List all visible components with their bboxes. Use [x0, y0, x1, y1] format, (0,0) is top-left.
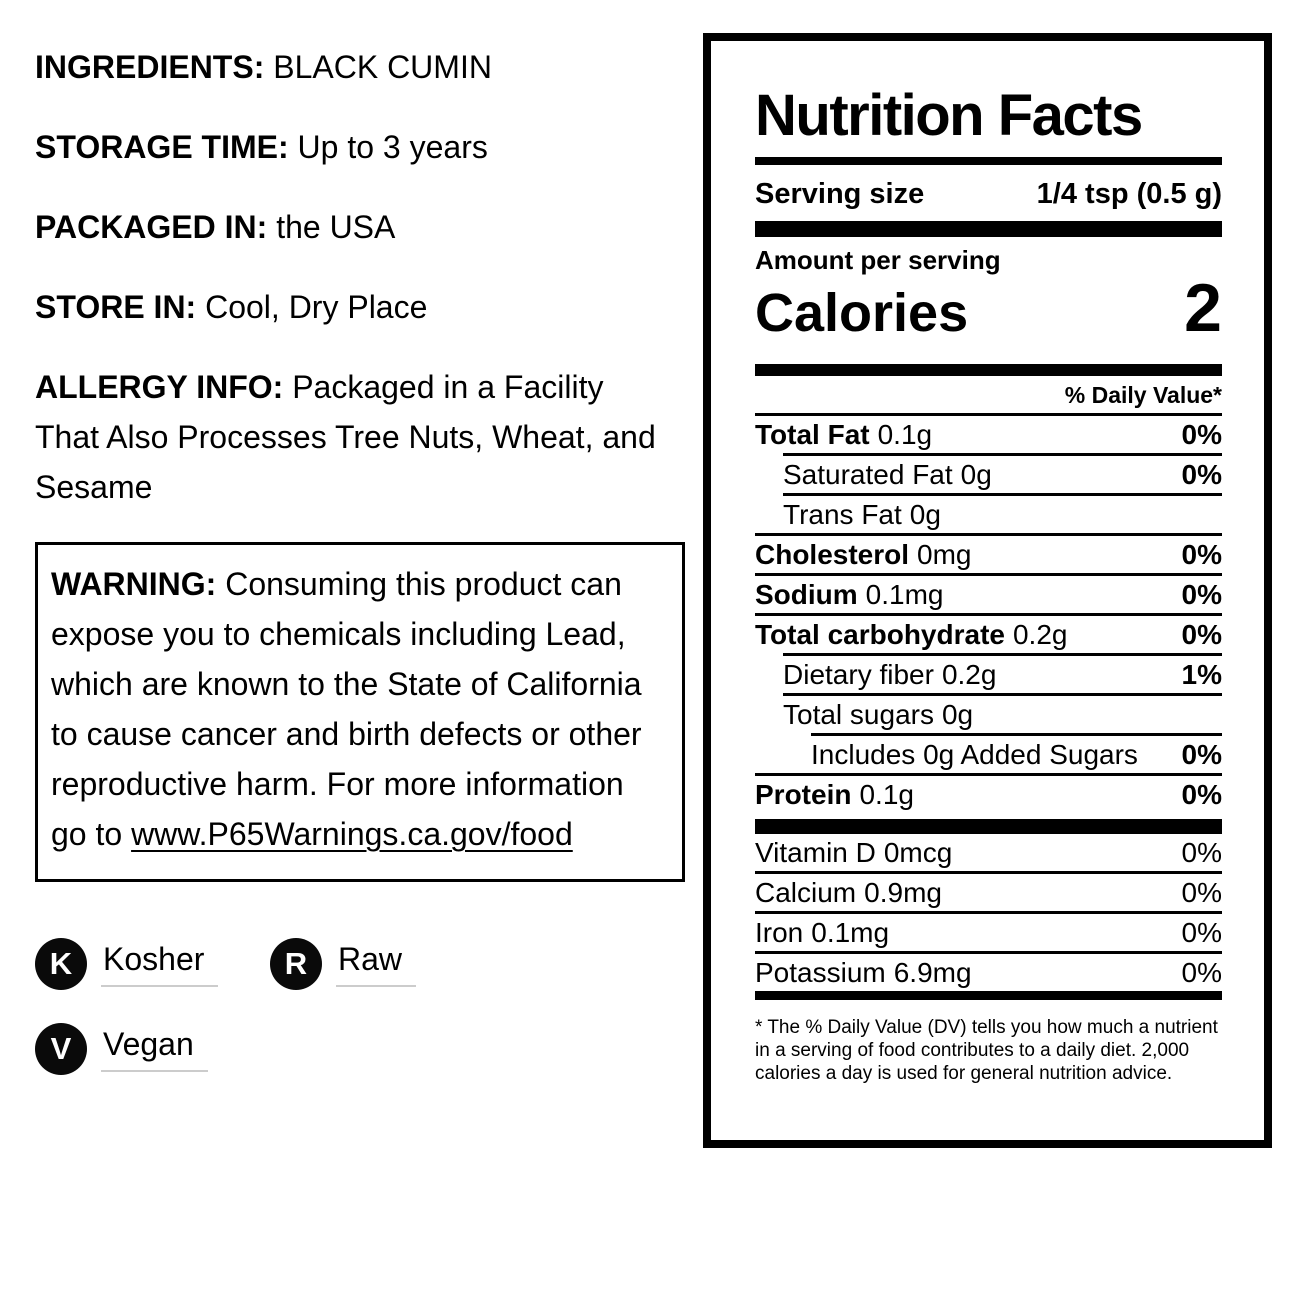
calories-divider [755, 364, 1222, 376]
warning-label: WARNING: [51, 566, 217, 602]
divider [755, 871, 1222, 874]
divider [755, 911, 1222, 914]
raw-label: Raw [336, 942, 417, 987]
ingredients-value: BLACK CUMIN [273, 49, 492, 85]
divider [755, 773, 1222, 776]
kosher-label: Kosher [101, 942, 219, 987]
divider [755, 413, 1222, 416]
prop65-warning-box: WARNING: Consuming this product can expo… [35, 542, 685, 882]
ingredients-label: INGREDIENTS: [35, 49, 265, 85]
divider [783, 493, 1222, 496]
row-sodium: Sodium 0.1mg 0% [755, 578, 1222, 610]
row-calcium: Calcium 0.9mg 0% [755, 876, 1222, 908]
packaged-in-line: PACKAGED IN: the USA [35, 202, 657, 252]
store-in-line: STORE IN: Cool, Dry Place [35, 282, 657, 332]
row-trans-fat: Trans Fat 0g [783, 498, 941, 530]
row-total-sugars: Total sugars 0g [783, 698, 974, 730]
row-total-fat: Total Fat 0.1g 0% [755, 418, 1222, 450]
nutrition-facts-panel: Nutrition Facts Serving size 1/4 tsp (0.… [703, 33, 1272, 1148]
divider [783, 453, 1222, 456]
serving-size-label: Serving size [755, 178, 925, 210]
serving-size-row: Serving size 1/4 tsp (0.5 g) [755, 177, 1222, 211]
p65-warning-link[interactable]: www.P65Warnings.ca.gov/food [131, 816, 573, 852]
row-protein: Protein 0.1g 0% [755, 778, 1222, 810]
row-potassium: Potassium 6.9mg 0% [755, 956, 1222, 988]
storage-time-label: STORAGE TIME: [35, 129, 289, 165]
calories-label: Calories [755, 283, 969, 343]
store-in-label: STORE IN: [35, 289, 197, 325]
title-divider [755, 157, 1222, 165]
row-added-sugars: Includes 0g Added Sugars 0% [811, 738, 1222, 770]
calories-row: Calories 2 [755, 270, 1222, 346]
divider [811, 733, 1222, 736]
daily-value-header: % Daily Value* [1064, 382, 1222, 408]
packaged-in-label: PACKAGED IN: [35, 209, 268, 245]
certification-badges: K Kosher R Raw V Vegan [35, 938, 525, 1108]
divider [783, 653, 1222, 656]
row-dietary-fiber: Dietary fiber 0.2g 1% [783, 658, 1222, 690]
allergy-info-value: Packaged in a Facility That Also Process… [35, 369, 656, 505]
allergy-info-label: ALLERGY INFO: [35, 369, 284, 405]
daily-value-footnote: * The % Daily Value (DV) tells you how m… [755, 1017, 1218, 1084]
serving-size-value: 1/4 tsp (0.5 g) [1036, 178, 1222, 210]
warning-text: Consuming this product can expose you to… [51, 566, 642, 852]
row-iron: Iron 0.1mg 0% [755, 916, 1222, 948]
divider [755, 613, 1222, 616]
store-in-value: Cool, Dry Place [205, 289, 428, 325]
divider [755, 573, 1222, 576]
row-total-carbohydrate: Total carbohydrate 0.2g 0% [755, 618, 1222, 650]
amount-per-serving-label: Amount per serving [755, 245, 1001, 275]
product-info-column: INGREDIENTS: BLACK CUMIN STORAGE TIME: U… [35, 42, 695, 1108]
divider [755, 533, 1222, 536]
thick-divider-bottom [755, 991, 1222, 1000]
ingredients-line: INGREDIENTS: BLACK CUMIN [35, 42, 657, 92]
calories-value: 2 [1184, 270, 1222, 346]
storage-time-line: STORAGE TIME: Up to 3 years [35, 122, 657, 172]
allergy-info-line: ALLERGY INFO: Packaged in a Facility Tha… [35, 362, 657, 512]
badge-kosher: K Kosher [35, 938, 270, 990]
raw-icon: R [270, 938, 322, 990]
badge-vegan: V Vegan [35, 1023, 270, 1075]
row-cholesterol: Cholesterol 0mg 0% [755, 538, 1222, 570]
kosher-icon: K [35, 938, 87, 990]
thick-divider-protein [755, 819, 1222, 834]
divider [755, 951, 1222, 954]
packaged-in-value: the USA [276, 209, 396, 245]
divider [783, 693, 1222, 696]
vegan-label: Vegan [101, 1027, 208, 1072]
row-vitamin-d: Vitamin D 0mcg 0% [755, 836, 1222, 868]
thick-divider-top [755, 221, 1222, 237]
storage-time-value: Up to 3 years [297, 129, 488, 165]
vegan-icon: V [35, 1023, 87, 1075]
row-saturated-fat: Saturated Fat 0g 0% [783, 458, 1222, 490]
nutrition-facts-title: Nutrition Facts [755, 83, 1143, 148]
badge-raw: R Raw [270, 938, 417, 990]
